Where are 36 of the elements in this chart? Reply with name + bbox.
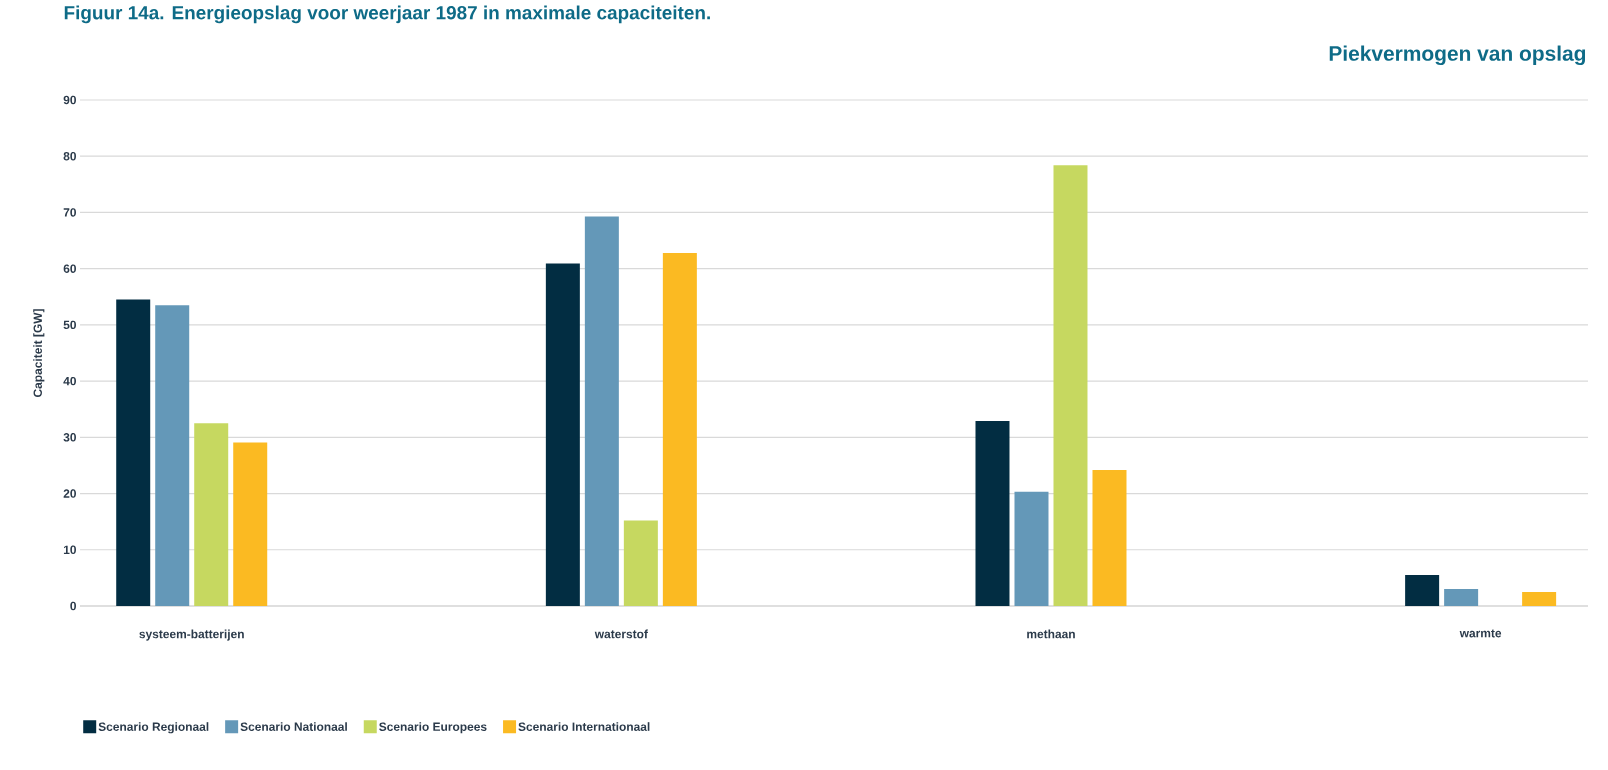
y-tick-label: 40 (63, 376, 76, 386)
bar (623, 520, 658, 606)
bar (1522, 591, 1557, 606)
x-tick-label: systeem-batterijen (139, 629, 244, 641)
y-tick-label: 70 (63, 208, 76, 217)
legend-label: Scenario Regionaal (98, 722, 209, 734)
bar (662, 252, 697, 606)
bar (584, 216, 619, 606)
y-tick-label: 10 (63, 545, 76, 554)
y-tick-label: 80 (63, 151, 76, 161)
bar (233, 442, 268, 606)
bar (545, 263, 580, 606)
y-tick-label: 0 (70, 601, 76, 611)
bar (975, 421, 1010, 606)
legend-label: Scenario Internationaal (518, 722, 650, 731)
bar (194, 423, 229, 606)
bar (1444, 589, 1479, 606)
y-tick-label: 30 (63, 433, 76, 442)
y-tick-label: 20 (63, 489, 76, 498)
y-axis-title: Capaciteit [GW] (33, 309, 45, 398)
bar (155, 305, 190, 606)
bar (1053, 165, 1088, 606)
x-tick-label: methaan (1027, 629, 1075, 639)
legend-label: Scenario Europees (379, 722, 487, 734)
bar (1405, 575, 1440, 606)
bar (1092, 469, 1127, 606)
y-tick-label: 90 (63, 95, 76, 105)
y-tick-label: 60 (63, 264, 76, 273)
chart-title: Figuur 14a. Energieopslag voor weerjaar 1987 in maximale capaciteiten. (64, 5, 710, 24)
legend-label: Scenario Nationaal (240, 722, 347, 731)
bar (1014, 491, 1049, 606)
y-tick-label: 50 (63, 320, 76, 330)
x-tick-label: warmte (1459, 629, 1502, 638)
x-tick-label: waterstof (594, 629, 648, 639)
bar (116, 299, 151, 606)
chart-subtitle: Piekvermogen van opslag (1329, 45, 1586, 66)
